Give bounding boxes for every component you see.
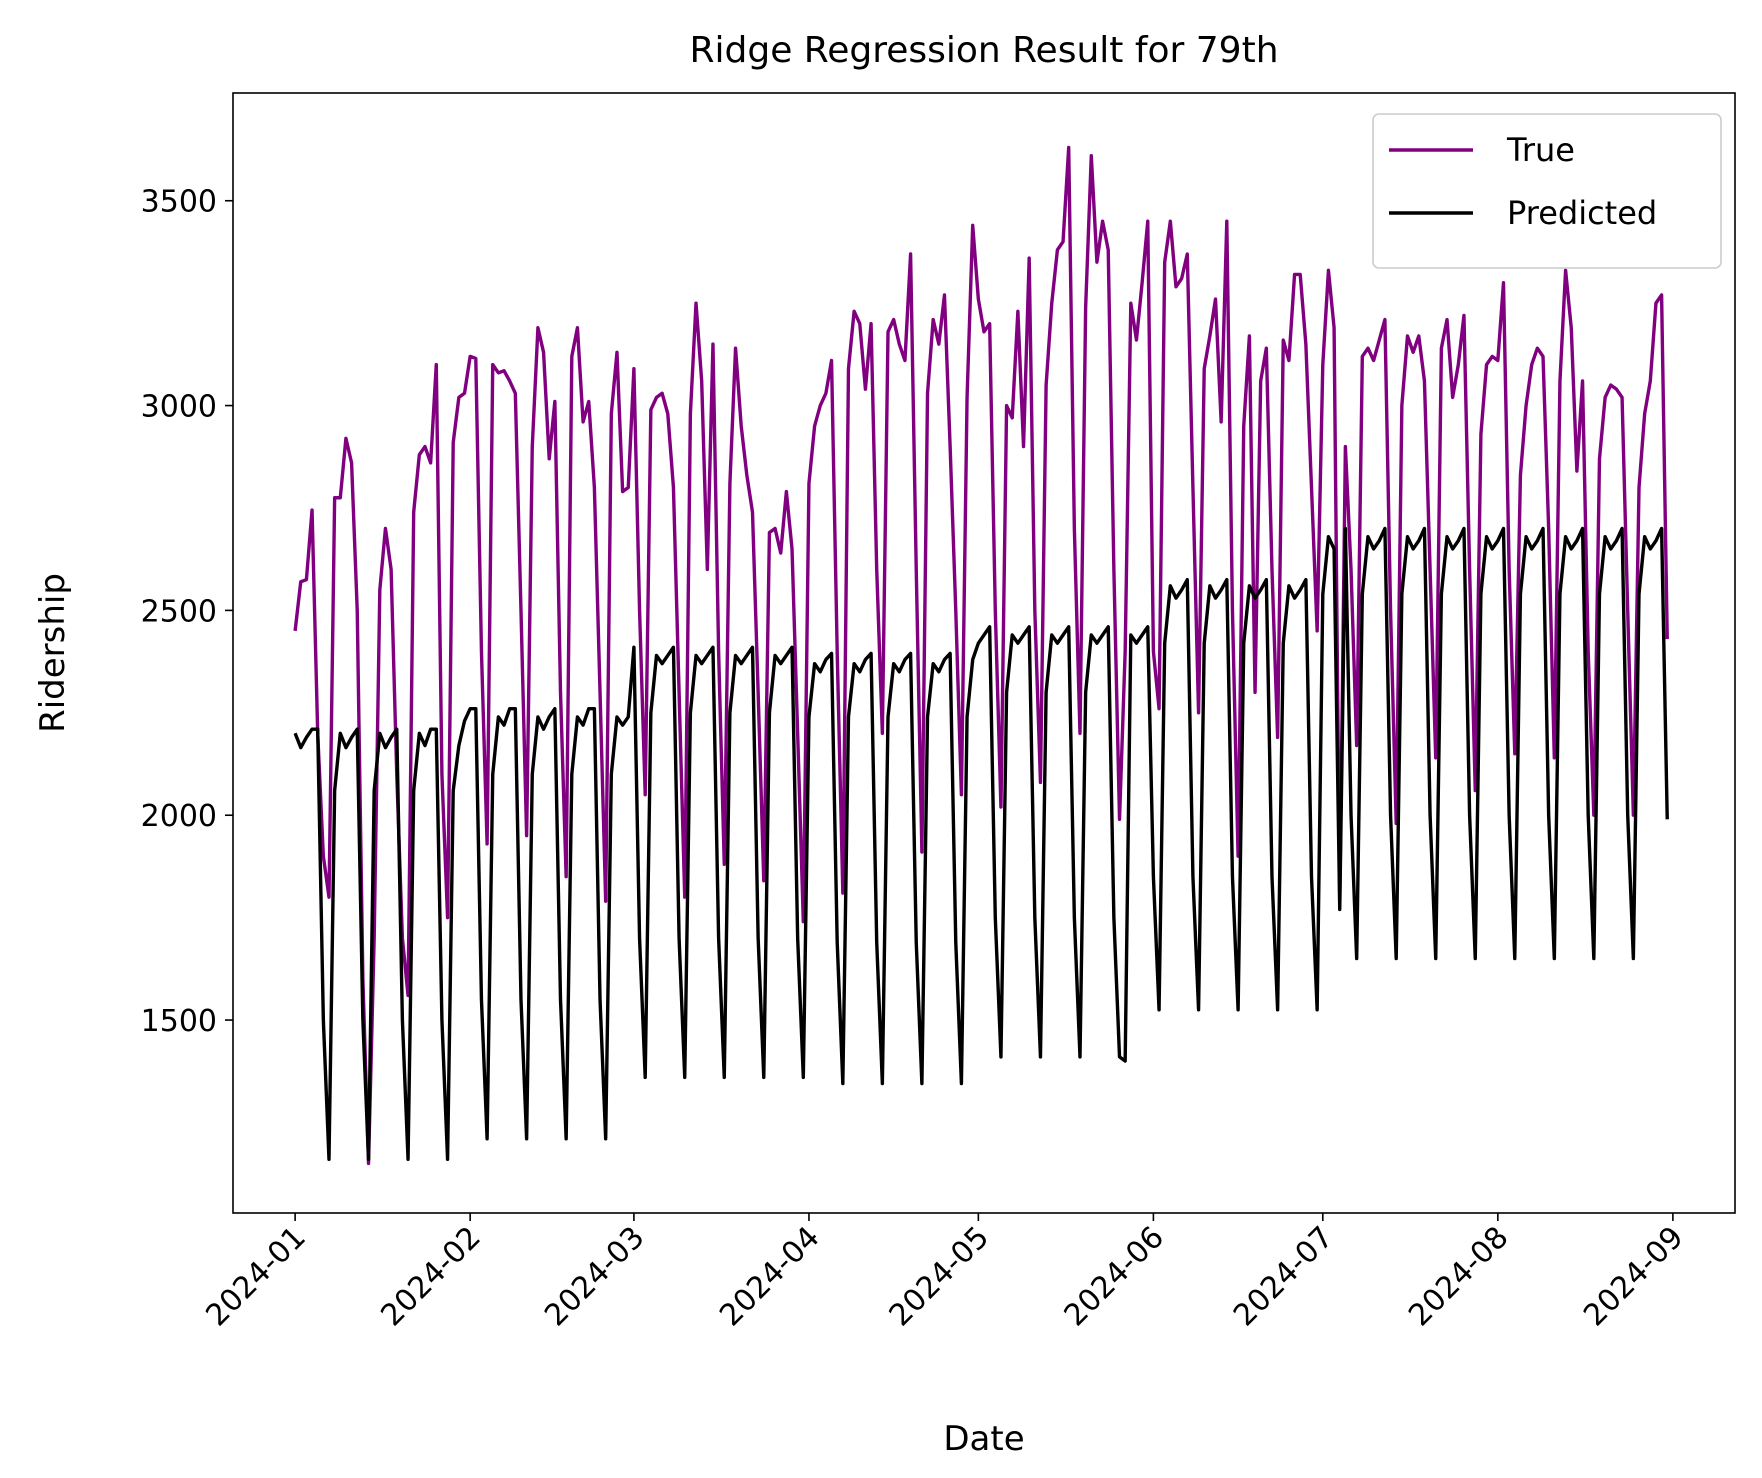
data-line — [293, 145, 1669, 1166]
x-tick-label: 2024-04 — [713, 1220, 826, 1333]
y-tick-label: 1500 — [141, 1004, 217, 1039]
x-tick-label: 2024-08 — [1402, 1220, 1515, 1333]
chart-title: Ridge Regression Result for 79th — [689, 30, 1278, 71]
x-tick-label: 2024-07 — [1227, 1220, 1340, 1333]
x-tick-label: 2024-02 — [374, 1220, 487, 1333]
x-axis-label: Date — [943, 1419, 1024, 1459]
legend-label: True — [1506, 131, 1575, 169]
y-tick-label: 2000 — [141, 799, 217, 834]
legend: True Predicted — [1372, 113, 1722, 269]
plot-frame — [232, 92, 1736, 1214]
y-tick-label: 2500 — [141, 594, 217, 629]
x-tick-label: 2024-05 — [883, 1220, 996, 1333]
legend-label: Predicted — [1507, 194, 1657, 232]
data-line — [293, 526, 1669, 1162]
x-tick-label: 2024-09 — [1577, 1220, 1690, 1333]
x-tick-label: 2024-01 — [199, 1220, 312, 1333]
y-tick-label: 3000 — [141, 390, 217, 425]
x-tick-label: 2024-03 — [538, 1220, 651, 1333]
y-axis-label: Ridership — [33, 573, 73, 733]
legend-box — [1372, 113, 1722, 269]
x-tick-label: 2024-06 — [1058, 1220, 1171, 1333]
y-tick-label: 3500 — [141, 185, 217, 220]
